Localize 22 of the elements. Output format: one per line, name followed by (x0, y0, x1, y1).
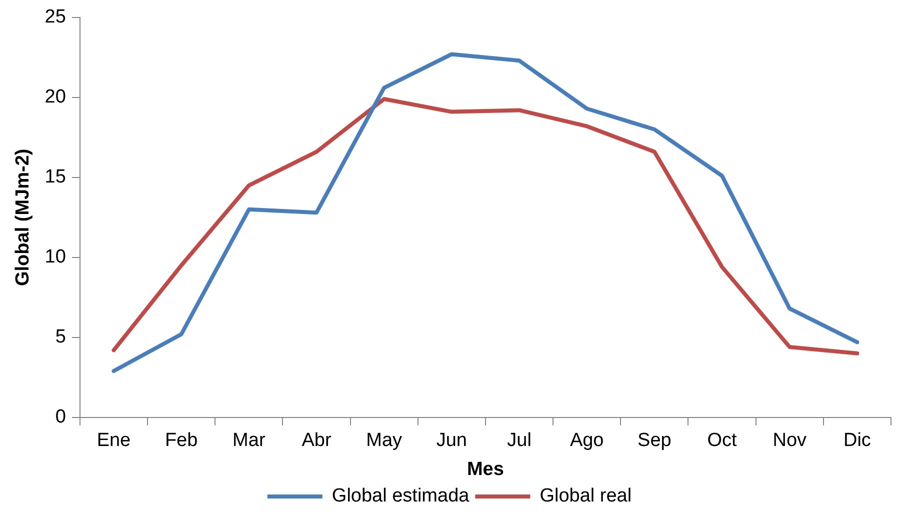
legend-label: Global real (540, 486, 632, 507)
x-tick-label: Nov (772, 430, 808, 452)
x-tick-label: Jun (436, 430, 467, 452)
y-tick-label: 0 (55, 406, 66, 428)
x-tick-label: Feb (164, 430, 198, 452)
y-axis-title: Global (MJm-2) (12, 148, 34, 286)
x-tick-label: Ene (96, 430, 131, 452)
x-tick-label: Jul (507, 430, 532, 452)
x-tick-label: May (366, 430, 403, 452)
x-tick-label: Dic (843, 430, 871, 452)
y-tick-label: 5 (55, 326, 66, 348)
x-tick-label: Oct (707, 430, 738, 452)
x-tick-label: Sep (638, 430, 672, 452)
legend-label: Global estimada (332, 486, 470, 507)
x-tick-label: Mar (232, 430, 266, 452)
x-axis-title: Mes (466, 458, 504, 480)
y-tick-label: 20 (44, 86, 66, 108)
x-tick-label: Ago (570, 430, 604, 452)
y-tick-label: 15 (44, 166, 66, 188)
x-tick-label: Abr (302, 430, 332, 452)
y-tick-label: 25 (44, 6, 66, 28)
y-tick-label: 10 (44, 246, 66, 268)
